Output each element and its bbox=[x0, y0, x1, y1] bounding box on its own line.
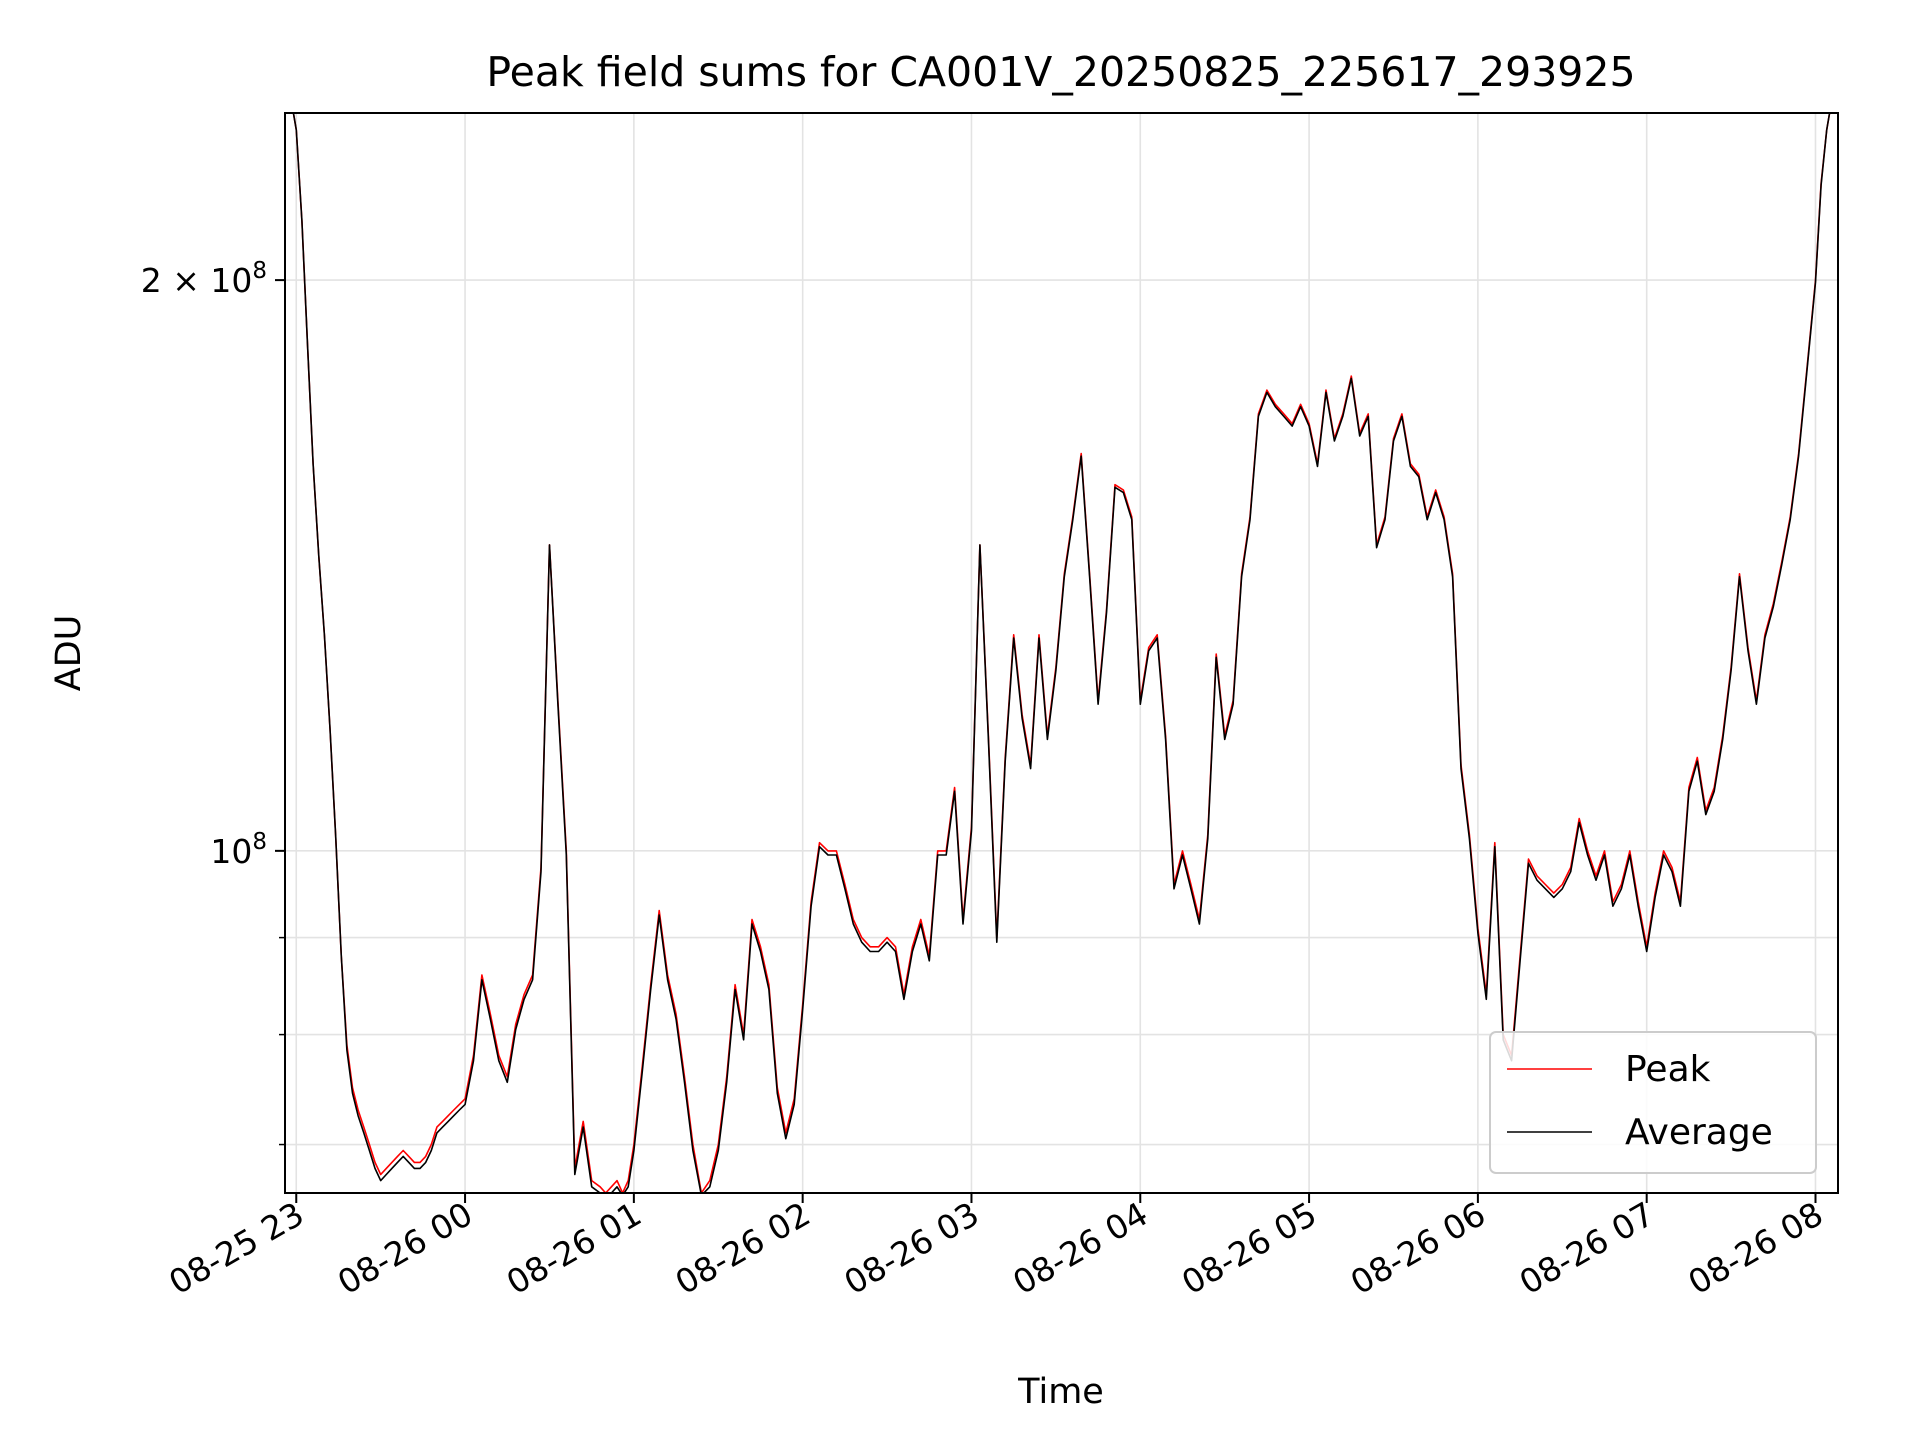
y-axis-ticks: 108 2 × 108 bbox=[141, 258, 285, 1146]
series-average-line bbox=[292, 113, 1831, 1193]
plot-frame bbox=[284, 112, 1839, 1194]
chart-title: Peak field sums for CA001V_20250825_2256… bbox=[486, 48, 1635, 96]
x-axis-label: Time bbox=[1017, 1372, 1104, 1412]
y-tick-label: 108 bbox=[210, 829, 267, 871]
legend-peak-label: Peak bbox=[1625, 1049, 1711, 1090]
y-axis-label: ADU bbox=[49, 615, 89, 692]
y-tick-label: 2 × 108 bbox=[141, 258, 267, 300]
legend: Peak Average bbox=[1489, 1031, 1817, 1174]
legend-box bbox=[1489, 1031, 1817, 1174]
series-lines bbox=[292, 113, 1831, 1193]
legend-average-label: Average bbox=[1625, 1112, 1773, 1153]
